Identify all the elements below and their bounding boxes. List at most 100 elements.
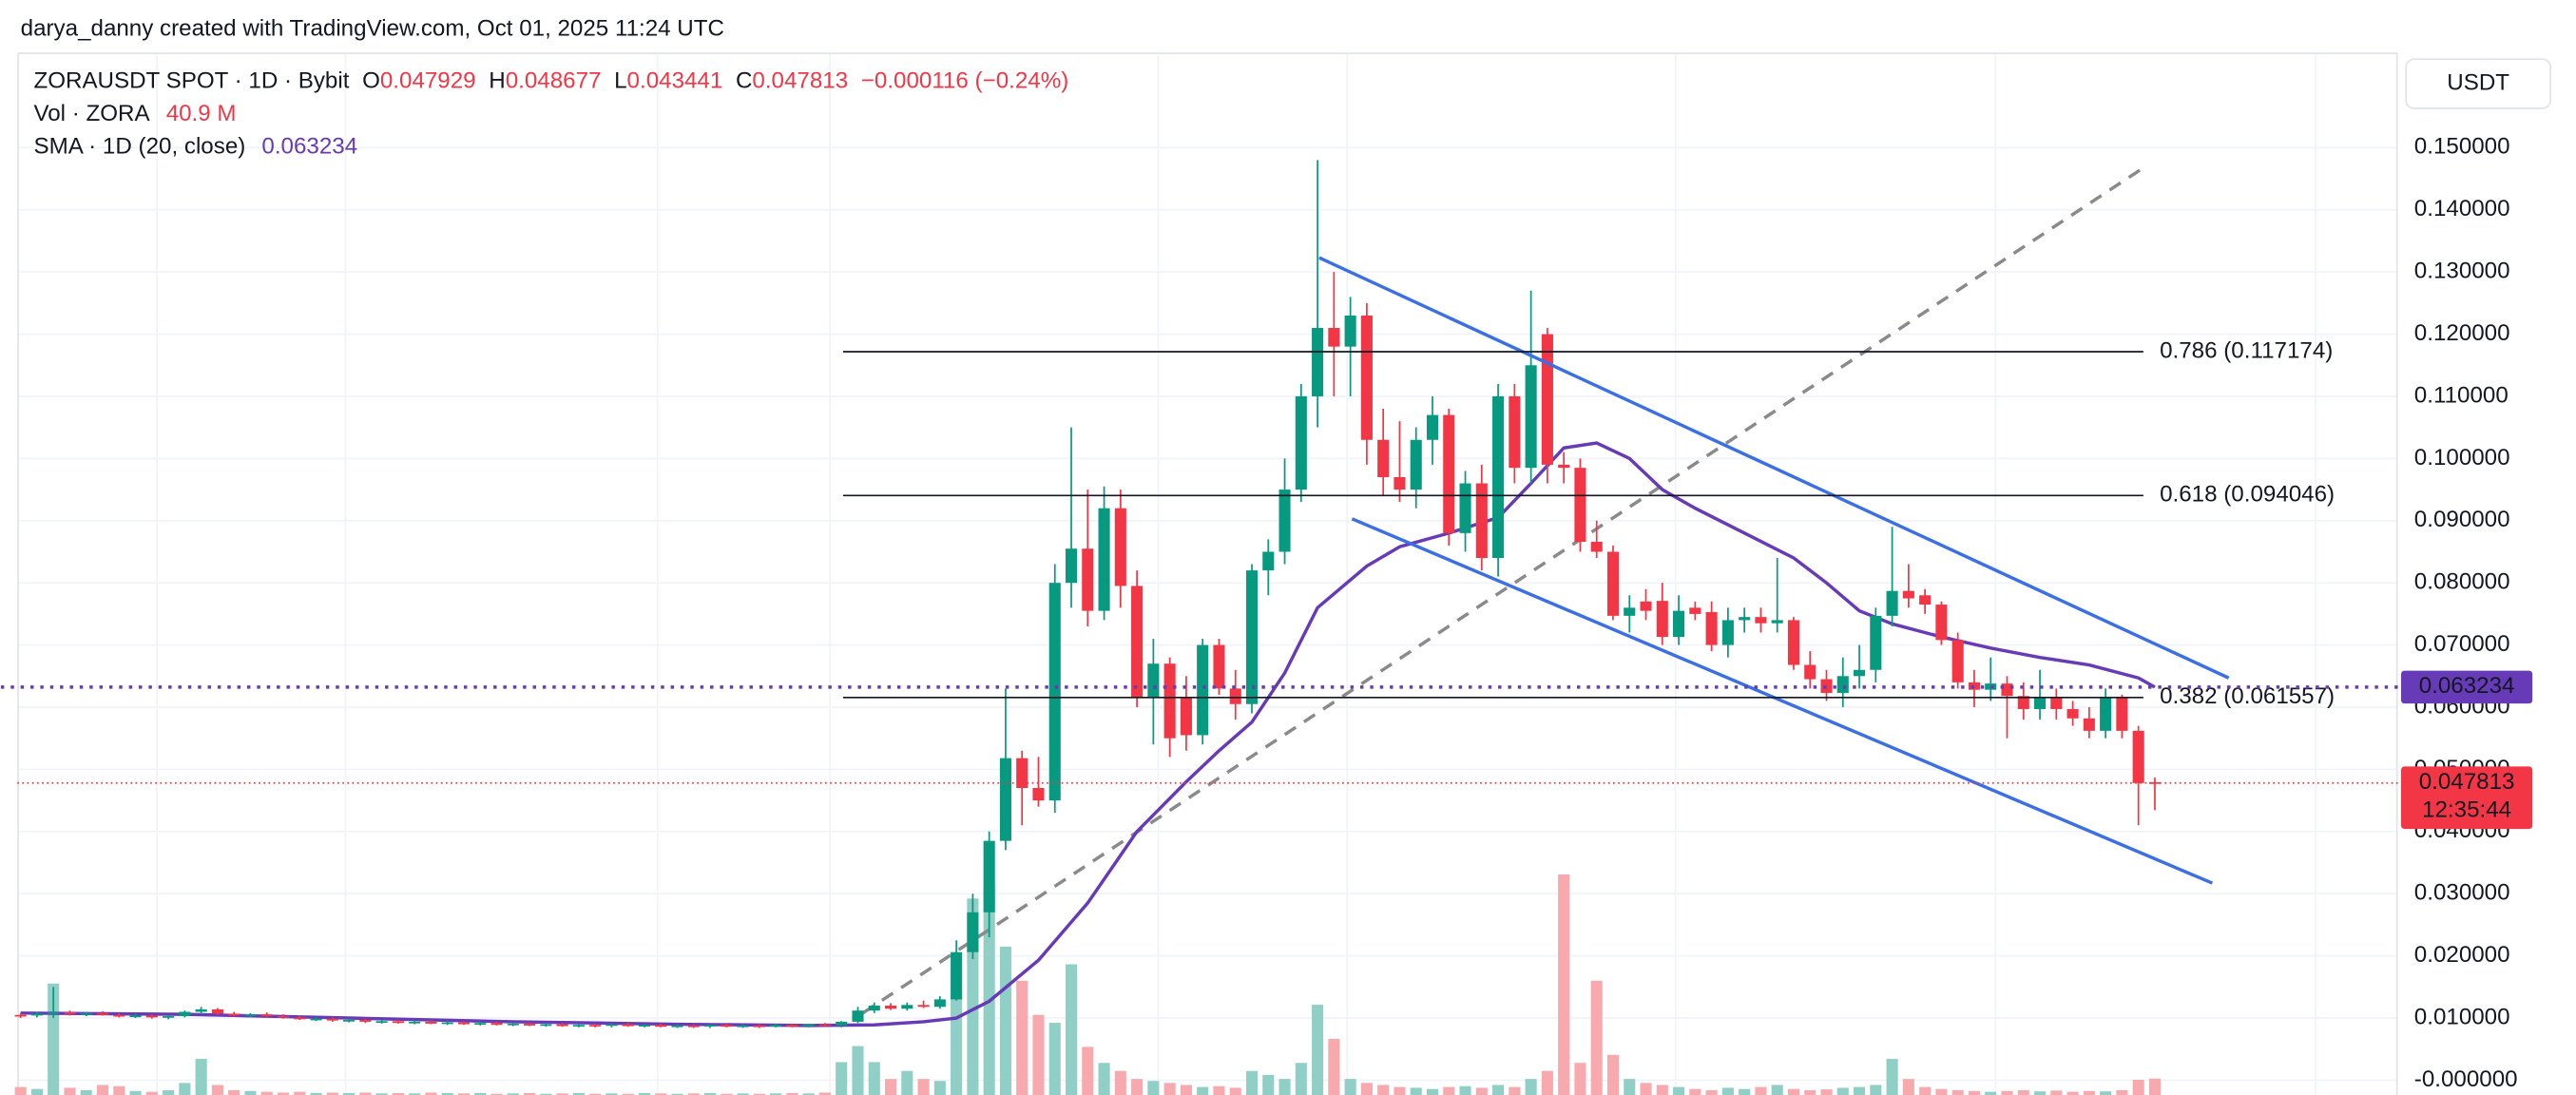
volume-bar [1541, 1070, 1553, 1095]
volume-bar [1787, 1088, 1800, 1095]
volume-bar [1410, 1087, 1422, 1095]
change: −0.000116 (−0.24%) [861, 68, 1068, 94]
candle-body [704, 1025, 717, 1027]
sma-price-tag [2400, 670, 2533, 704]
candle-body [1606, 551, 1620, 616]
candle-body [606, 1024, 618, 1027]
volume-bar [999, 946, 1011, 1095]
volume-bar [1919, 1086, 1932, 1095]
candle-body [1951, 640, 1964, 682]
volume-bar [457, 1093, 471, 1095]
ohlc-letter: O [362, 68, 380, 94]
candle-body [1394, 476, 1406, 490]
volume-bar [2067, 1091, 2079, 1095]
candle-body [1229, 688, 1241, 704]
candle-body [1574, 468, 1586, 543]
candle-body [540, 1024, 552, 1027]
volume-bar [1689, 1088, 1701, 1095]
volume-bar [1048, 1023, 1061, 1095]
candle-body [2083, 718, 2095, 731]
last-price-tag-text: 0.047813 [2419, 769, 2515, 795]
candle-body [1475, 483, 1488, 559]
candle-body [1459, 483, 1471, 533]
volume-bar [441, 1092, 453, 1095]
volume-bar [1590, 980, 1603, 1095]
candle-body [1624, 607, 1636, 616]
y-tick-label: 0.120000 [2414, 320, 2510, 346]
volume-bar [1640, 1083, 1652, 1095]
candle-body [2116, 698, 2128, 731]
candle-body [786, 1025, 798, 1027]
volume-bar [326, 1092, 338, 1095]
candle-body [1870, 615, 1882, 670]
volume-bar [836, 1062, 848, 1095]
volume-bar [1771, 1085, 1783, 1095]
legend-ohlc: ZORAUSDT SPOT · 1D · Bybit O0.047929 H0.… [33, 68, 1068, 94]
volume-bar [1475, 1087, 1488, 1095]
candle-body [1048, 583, 1061, 801]
volume-bar [359, 1092, 372, 1095]
candle-body [917, 1005, 930, 1008]
currency[interactable]: USDT [2447, 69, 2509, 95]
volume-bar [1147, 1081, 1160, 1095]
volume-bar [1377, 1085, 1390, 1095]
candle-body [14, 1014, 27, 1017]
candle-body [622, 1024, 634, 1027]
volume-bar [113, 1085, 125, 1095]
volume-bar [1114, 1070, 1126, 1095]
candle-body [802, 1024, 815, 1027]
candle-body [1163, 663, 1176, 739]
countdown: 12:35:44 [2422, 797, 2511, 822]
volume-bar [1443, 1086, 1455, 1095]
volume-bar [622, 1093, 634, 1095]
volume-bar [2083, 1090, 2095, 1095]
volume-bar [1032, 1014, 1045, 1095]
volume-bar [1968, 1090, 1980, 1095]
volume-bar [228, 1089, 240, 1095]
volume-bar [409, 1093, 421, 1095]
candle-body [572, 1025, 585, 1027]
volume-bar [2132, 1079, 2144, 1095]
candle-body [326, 1018, 338, 1021]
currency-button[interactable] [2405, 58, 2552, 109]
candle-body [425, 1021, 437, 1024]
volume-bar [392, 1092, 404, 1095]
y-tick-label: 0.080000 [2414, 569, 2510, 595]
volume-bar [1344, 1079, 1356, 1095]
volume-bar [524, 1092, 536, 1095]
volume-bar [1755, 1086, 1767, 1095]
volume-bar [2148, 1078, 2161, 1095]
candle-body [1705, 611, 1718, 645]
volume-bar [30, 1088, 43, 1095]
plot: 0.786 (0.117174)0.618 (0.094046)0.382 (0… [0, 160, 2398, 1095]
candle-body [1262, 551, 1275, 571]
candle-body [1935, 605, 1948, 641]
candle-body [1360, 315, 1373, 440]
candle-body [753, 1025, 765, 1028]
candle-body [1558, 464, 1570, 469]
candle-body [1836, 676, 1849, 693]
volume-bar [737, 1093, 749, 1095]
volume-bar [1525, 1079, 1537, 1095]
last-price-tag [2400, 766, 2533, 830]
candle-body [277, 1016, 290, 1018]
volume-bar [1278, 1079, 1291, 1095]
y-tick-label: -0.000000 [2414, 1066, 2518, 1092]
candle-body [524, 1023, 536, 1026]
volume-bar [1820, 1089, 1833, 1095]
candle-body [2017, 696, 2029, 709]
candle-body [163, 1016, 175, 1018]
volume-bar [343, 1092, 356, 1095]
candle-body [770, 1025, 782, 1027]
volume-bar [129, 1090, 142, 1095]
candle-body [999, 758, 1011, 841]
candle-body [852, 1010, 864, 1022]
volume-title: Vol · ZORA [33, 101, 150, 126]
volume-bar [1985, 1091, 1997, 1095]
volume-bar [195, 1059, 207, 1095]
candle-body [1410, 439, 1422, 490]
candle-body [1492, 395, 1505, 559]
candle-body [721, 1025, 733, 1028]
volume-bar [1213, 1085, 1225, 1095]
candle-body [129, 1015, 142, 1018]
